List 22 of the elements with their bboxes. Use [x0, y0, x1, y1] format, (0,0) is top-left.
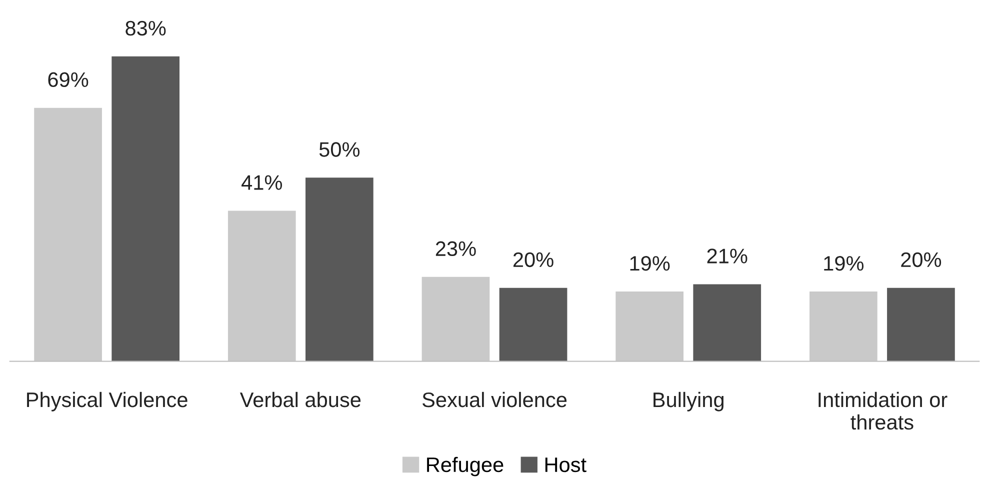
x-tick-label: Bullying: [654, 392, 724, 412]
data-label: 21%: [707, 248, 748, 264]
data-label: 50%: [319, 142, 360, 157]
data-label: 83%: [126, 20, 166, 36]
data-label: 19%: [630, 256, 670, 271]
legend-label: Refugee: [427, 456, 504, 476]
x-tick-label: Sexual violence: [422, 392, 567, 408]
bar: [499, 288, 568, 362]
data-label: 20%: [901, 252, 942, 268]
data-label: 41%: [242, 175, 282, 190]
data-label: 23%: [436, 241, 476, 256]
data-label: 19%: [824, 256, 864, 271]
x-tick-label: Physical Violence: [27, 392, 188, 412]
x-tick-label: Verbal abuse: [240, 392, 361, 408]
data-label: 69%: [48, 72, 88, 88]
bar: [887, 288, 955, 362]
bar: [112, 56, 180, 362]
bar: [693, 284, 762, 362]
data-label: 20%: [513, 252, 554, 268]
legend-label: Host: [545, 458, 586, 472]
x-tick-label: Intimidation or threats: [818, 392, 948, 430]
bar: [306, 178, 374, 362]
